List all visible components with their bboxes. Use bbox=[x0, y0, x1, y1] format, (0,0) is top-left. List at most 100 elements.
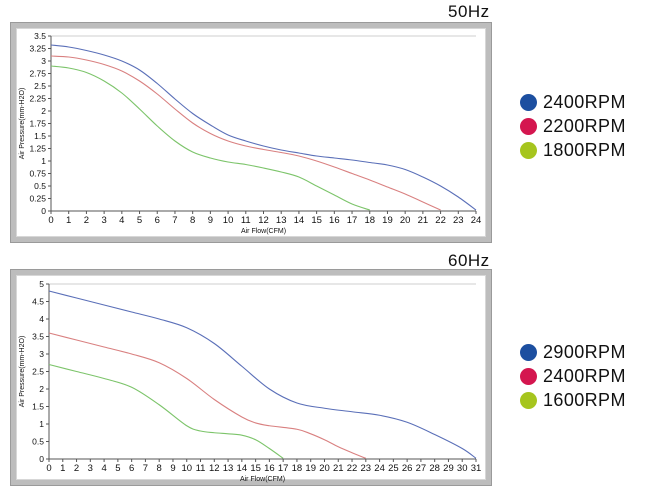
x-tick-label: 7 bbox=[143, 463, 148, 474]
x-tick-label: 30 bbox=[457, 463, 468, 474]
x-tick-label: 27 bbox=[416, 463, 427, 474]
chart-plot-50hz: 0 0.25 0.5 0.75 1 1.25 1.5 1.75 2 2.25 2.5 2.75 3 3.2… bbox=[19, 31, 481, 235]
series-line-1800rpm bbox=[50, 65, 370, 211]
y-tick-label: 3 bbox=[39, 349, 44, 359]
chart-panel-60hz bbox=[16, 275, 486, 480]
y-tick-label: 1 bbox=[41, 156, 46, 166]
legend-item: 2200RPM bbox=[520, 114, 626, 138]
y-tick-label: 0 bbox=[39, 454, 44, 464]
y-axis-title: Air Pressure(mm-H2O) bbox=[19, 88, 26, 160]
chart-panel-50hz bbox=[16, 28, 486, 237]
legend-swatch bbox=[520, 117, 537, 135]
x-tick-label: 16 bbox=[329, 215, 340, 226]
y-tick-label: 0.75 bbox=[29, 169, 46, 179]
legend-item: 1600RPM bbox=[520, 388, 626, 412]
x-tick-label: 22 bbox=[435, 215, 446, 226]
chart-heading-50hz: 50Hz bbox=[448, 2, 490, 21]
x-tick-label: 12 bbox=[258, 215, 269, 226]
y-tick-label: 4.5 bbox=[32, 297, 44, 307]
legend-item: 2400RPM bbox=[520, 364, 626, 388]
legend-swatch bbox=[520, 141, 537, 159]
x-tick-label: 0 bbox=[48, 215, 53, 226]
y-tick-label: 0 bbox=[41, 206, 46, 216]
x-tick-label: 11 bbox=[196, 463, 206, 474]
x-tick-label: 5 bbox=[115, 463, 120, 474]
x-tick-label: 23 bbox=[453, 215, 464, 226]
chart-frame-50hz: 0 0.25 0.5 0.75 1 1.25 1.5 1.75 2 2.25 2.5 2.75 3 3.2… bbox=[10, 22, 492, 243]
legend-label: 2400RPM bbox=[543, 91, 626, 112]
legend-50hz: 2400RPM 2200RPM 1800RPM bbox=[520, 90, 626, 162]
x-tick-label: 11 bbox=[241, 215, 251, 226]
x-tick-label: 20 bbox=[319, 463, 330, 474]
x-tick-label: 8 bbox=[157, 463, 162, 474]
legend-label: 2400RPM bbox=[543, 365, 626, 386]
series-line-1600rpm bbox=[48, 363, 284, 459]
x-tick-label: 2 bbox=[74, 463, 79, 474]
legend-item: 2900RPM bbox=[520, 340, 626, 364]
y-tick-label: 4 bbox=[39, 314, 44, 324]
x-tick-label: 19 bbox=[382, 215, 393, 226]
x-tick-label: 22 bbox=[347, 463, 358, 474]
x-tick-label: 18 bbox=[364, 215, 375, 226]
x-tick-label: 18 bbox=[292, 463, 303, 474]
legend-item: 2400RPM bbox=[520, 90, 626, 114]
x-tick-label: 21 bbox=[418, 215, 429, 226]
series-line-2900rpm bbox=[48, 290, 477, 459]
y-tick-label: 3 bbox=[41, 56, 46, 66]
x-tick-label: 3 bbox=[88, 463, 93, 474]
x-tick-label: 24 bbox=[374, 463, 385, 474]
x-tick-label: 17 bbox=[278, 463, 289, 474]
x-tick-label: 1 bbox=[60, 463, 65, 474]
y-tick-label: 3.5 bbox=[34, 31, 46, 41]
legend-60hz: 2900RPM 2400RPM 1600RPM bbox=[520, 340, 626, 412]
x-tick-label: 23 bbox=[361, 463, 372, 474]
x-tick-label: 8 bbox=[190, 215, 195, 226]
chart-plot-60hz: 00.511.522.533.544.550 1 2 3 4 5 6 7 8 9 10 11 12 13 1… bbox=[19, 279, 482, 483]
x-tick-label: 17 bbox=[347, 215, 358, 226]
y-tick-label: 0.5 bbox=[34, 181, 46, 191]
chart-heading-60hz: 60Hz bbox=[448, 251, 490, 270]
x-axis-title: Air Flow(CFM) bbox=[240, 476, 285, 483]
y-tick-label: 2.25 bbox=[29, 94, 46, 104]
x-tick-label: 12 bbox=[209, 463, 220, 474]
x-tick-label: 1 bbox=[66, 215, 71, 226]
x-tick-label: 15 bbox=[311, 215, 322, 226]
series-line-2400rpm bbox=[50, 44, 477, 211]
x-tick-label: 7 bbox=[172, 215, 177, 226]
x-tick-label: 2 bbox=[84, 215, 89, 226]
y-tick-label: 0.5 bbox=[32, 437, 44, 447]
x-tick-label: 14 bbox=[294, 215, 305, 226]
legend-swatch bbox=[520, 93, 537, 111]
x-tick-label: 6 bbox=[129, 463, 134, 474]
legend-item: 1800RPM bbox=[520, 138, 626, 162]
legend-label: 2200RPM bbox=[543, 115, 626, 136]
legend-label: 2900RPM bbox=[543, 341, 626, 362]
x-axis-title: Air Flow(CFM) bbox=[241, 228, 286, 235]
x-tick-label: 9 bbox=[208, 215, 213, 226]
x-tick-label: 4 bbox=[119, 215, 124, 226]
x-tick-label: 10 bbox=[223, 215, 234, 226]
y-tick-label: 2.75 bbox=[29, 69, 46, 79]
legend-swatch bbox=[520, 367, 537, 385]
x-tick-label: 29 bbox=[443, 463, 454, 474]
x-tick-label: 16 bbox=[264, 463, 275, 474]
y-tick-label: 1.75 bbox=[29, 119, 46, 129]
x-tick-label: 31 bbox=[471, 463, 482, 474]
y-tick-label: 5 bbox=[39, 279, 44, 289]
x-tick-label: 15 bbox=[250, 463, 261, 474]
y-tick-label: 3.5 bbox=[32, 332, 44, 342]
x-tick-label: 10 bbox=[181, 463, 192, 474]
x-tick-label: 14 bbox=[237, 463, 248, 474]
x-tick-label: 4 bbox=[101, 463, 106, 474]
legend-swatch bbox=[520, 343, 537, 361]
legend-label: 1800RPM bbox=[543, 139, 626, 160]
legend-label: 1600RPM bbox=[543, 389, 626, 410]
y-tick-label: 1.25 bbox=[29, 144, 46, 154]
series-line-2400rpm bbox=[48, 332, 367, 459]
chart-frame-60hz: 0 0.5 1 1.5 2 2.5 3 3.5 4 4.5 5 0 1 2 3 4 5 6 7 8 9 10 11 12 13 1… bbox=[10, 269, 492, 486]
x-tick-label: 21 bbox=[333, 463, 344, 474]
y-tick-label: 3.25 bbox=[29, 44, 46, 54]
x-tick-label: 0 bbox=[46, 463, 51, 474]
x-tick-label: 6 bbox=[155, 215, 160, 226]
x-tick-label: 13 bbox=[276, 215, 287, 226]
